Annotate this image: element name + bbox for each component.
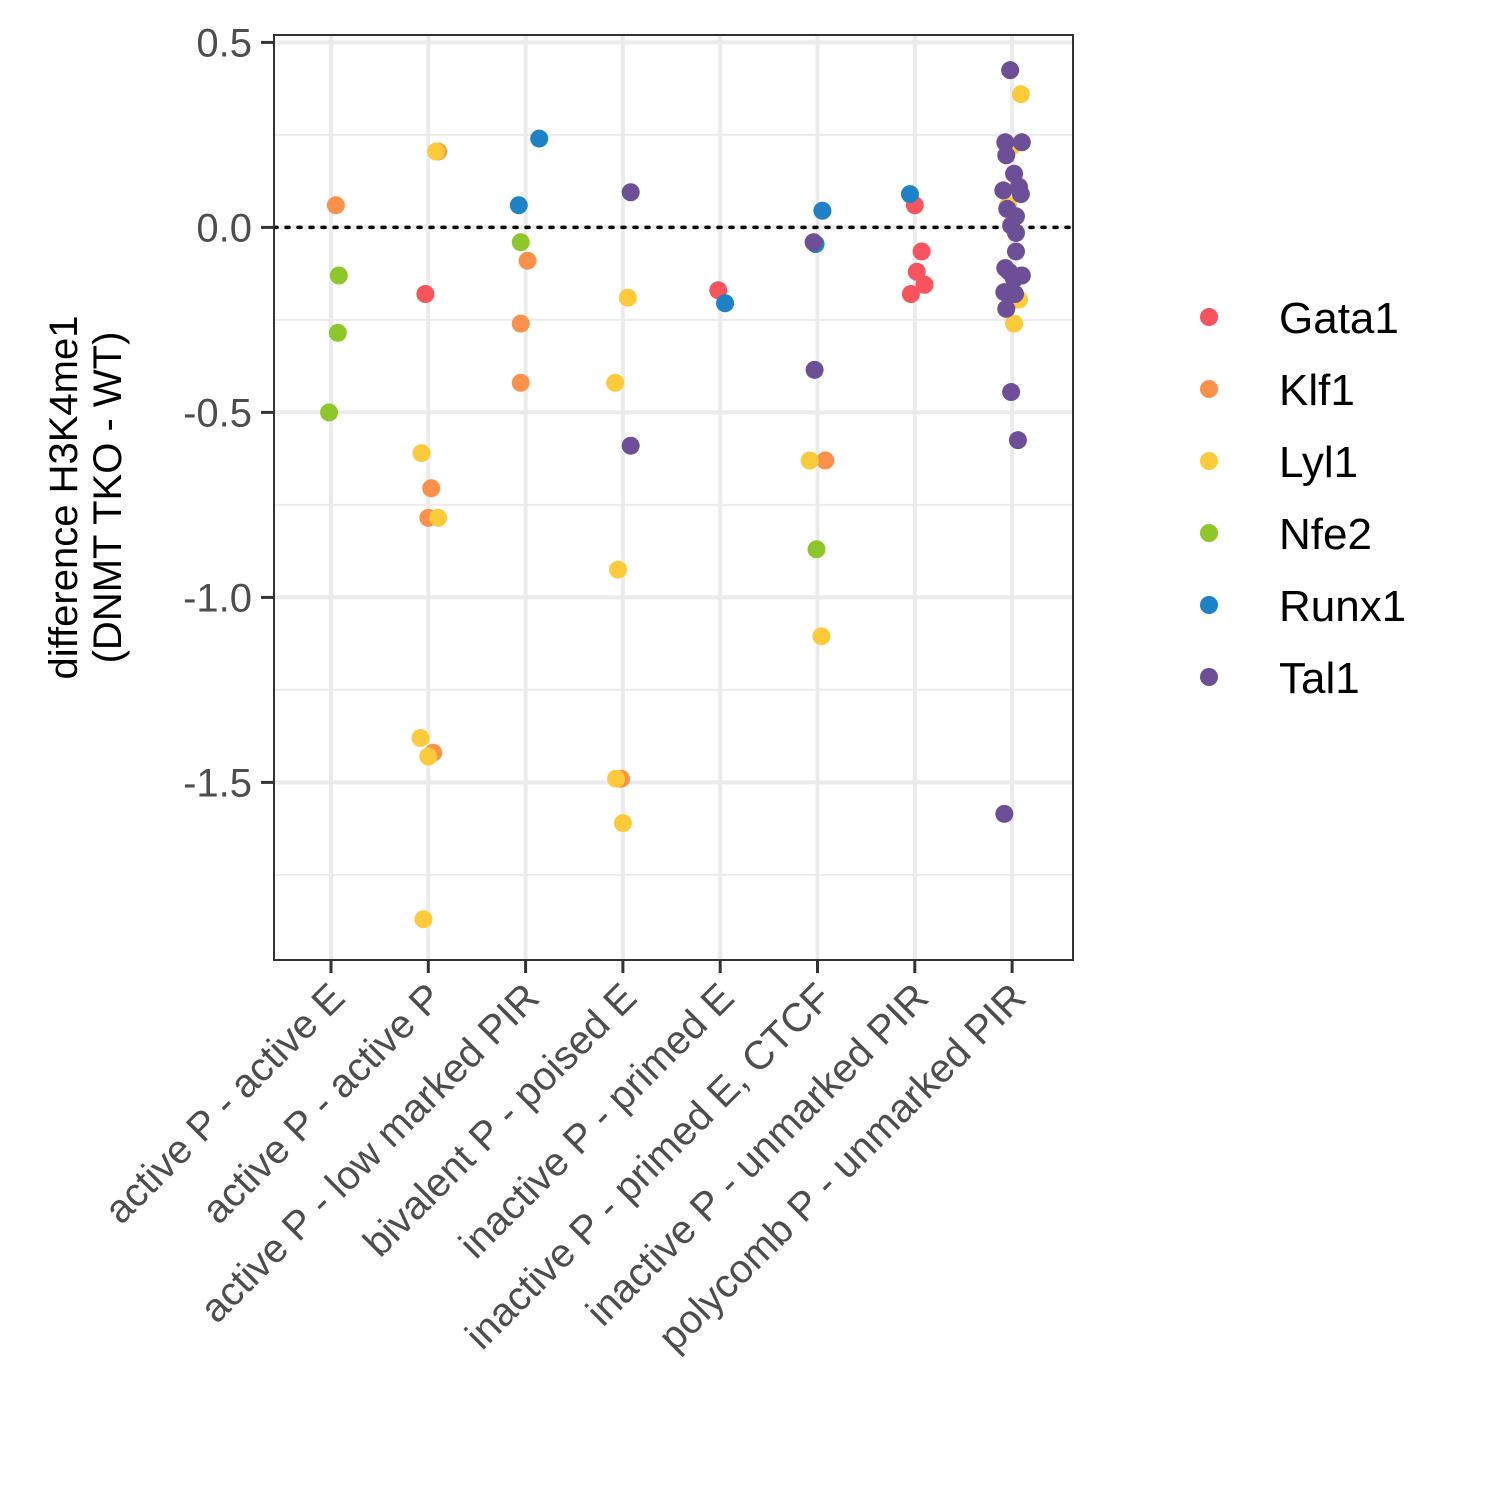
y-axis-title-text: difference H3K4me1(DNMT TKO - WT) <box>42 316 130 680</box>
point-nfe2 <box>807 540 826 559</box>
point-tal1 <box>804 233 823 252</box>
point-runx1 <box>716 294 735 313</box>
point-tal1 <box>805 360 824 379</box>
y-tick-label: -0.5 <box>183 391 252 435</box>
y-tick-label: 0.5 <box>196 21 252 65</box>
point-lyl1 <box>606 373 625 392</box>
point-lyl1 <box>414 910 433 929</box>
legend-key-gata1 <box>1200 308 1218 326</box>
point-tal1 <box>1006 285 1025 303</box>
point-tal1 <box>1001 61 1020 80</box>
point-runx1 <box>900 185 919 204</box>
legend-label-klf1: Klf1 <box>1279 366 1355 415</box>
point-lyl1 <box>609 560 628 579</box>
point-tal1 <box>996 133 1015 152</box>
point-tal1 <box>994 181 1013 200</box>
legend-label-gata1: Gata1 <box>1279 294 1399 343</box>
point-lyl1 <box>412 444 431 463</box>
point-lyl1 <box>812 627 831 646</box>
point-tal1 <box>1008 431 1027 450</box>
point-lyl1 <box>419 747 438 766</box>
point-gata1 <box>901 285 920 303</box>
point-lyl1 <box>618 288 637 307</box>
legend: Gata1 Klf1 Lyl1 Nfe2 Runx1 Tal1 <box>1200 294 1406 703</box>
point-gata1 <box>416 285 435 303</box>
point-tal1 <box>1006 223 1025 242</box>
legend-label-nfe2: Nfe2 <box>1279 510 1372 559</box>
point-lyl1 <box>1011 85 1030 104</box>
y-axis-title-line: difference H3K4me1 <box>42 316 86 680</box>
point-klf1 <box>511 314 530 333</box>
point-runx1 <box>509 196 528 215</box>
legend-key-lyl1 <box>1200 452 1218 470</box>
plot-panel-border <box>273 34 1074 961</box>
point-runx1 <box>813 201 832 220</box>
legend-label-lyl1: Lyl1 <box>1279 438 1358 487</box>
legend-key-klf1 <box>1200 380 1218 398</box>
point-tal1 <box>997 146 1016 165</box>
point-tal1 <box>1002 383 1021 402</box>
y-tick-label: -1.0 <box>183 576 252 620</box>
legend-key-runx1 <box>1200 596 1218 614</box>
point-klf1 <box>518 251 537 270</box>
point-lyl1 <box>427 142 446 161</box>
y-axis-title: difference H3K4me1(DNMT TKO - WT) <box>42 316 130 680</box>
point-tal1 <box>1011 185 1030 204</box>
point-nfe2 <box>320 403 339 422</box>
point-nfe2 <box>329 266 348 285</box>
legend-key-nfe2 <box>1200 524 1218 542</box>
point-klf1 <box>511 373 530 392</box>
point-gata1 <box>907 262 926 281</box>
point-tal1 <box>1006 242 1025 261</box>
point-klf1 <box>816 451 835 470</box>
legend-label-tal1: Tal1 <box>1279 654 1360 703</box>
point-tal1 <box>997 299 1016 318</box>
y-tick-label: 0.0 <box>196 206 252 250</box>
legend-key-tal1 <box>1200 668 1218 686</box>
minor-gridlines <box>274 133 1073 876</box>
point-nfe2 <box>328 323 347 342</box>
point-runx1 <box>530 129 549 148</box>
point-gata1 <box>912 242 931 261</box>
y-axis-title-line: (DNMT TKO - WT) <box>86 332 130 664</box>
point-lyl1 <box>613 814 632 833</box>
legend-label-runx1: Runx1 <box>1279 582 1406 631</box>
point-tal1 <box>1012 133 1031 152</box>
point-tal1 <box>995 804 1014 823</box>
y-tick-label: -1.5 <box>183 761 252 805</box>
point-lyl1 <box>411 729 430 747</box>
point-lyl1 <box>607 769 626 788</box>
point-klf1 <box>326 196 345 215</box>
major-gridlines <box>274 35 1073 960</box>
point-lyl1 <box>429 508 448 527</box>
y-axis: 0.5 0.0 -0.5 -1.0 -1.5 <box>183 21 274 805</box>
point-nfe2 <box>511 233 530 252</box>
point-lyl1 <box>800 451 819 470</box>
point-gata1 <box>915 275 934 294</box>
point-tal1 <box>621 436 640 455</box>
point-tal1 <box>1005 270 1024 289</box>
point-klf1 <box>422 479 441 498</box>
data-points <box>320 61 1031 929</box>
point-lyl1 <box>1005 314 1024 333</box>
point-tal1 <box>621 183 640 202</box>
